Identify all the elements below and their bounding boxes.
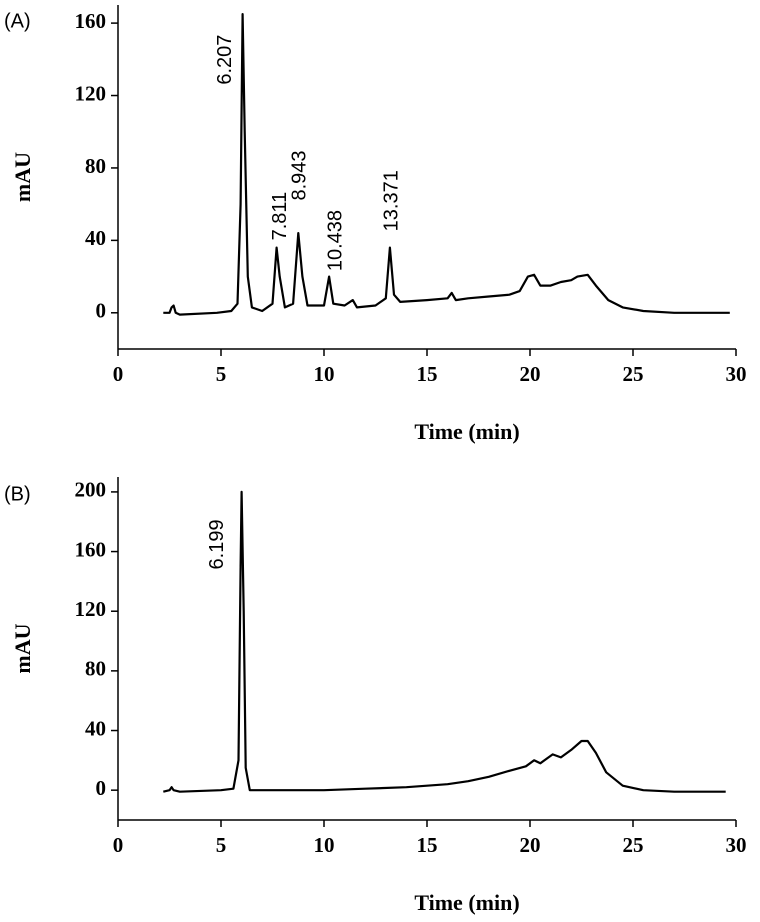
y-tick-label: 120 xyxy=(75,597,107,621)
y-tick-label: 80 xyxy=(85,154,106,178)
panel-label: (B) xyxy=(4,483,31,505)
x-axis-title: Time (min) xyxy=(414,419,519,444)
x-tick-label: 15 xyxy=(417,362,438,386)
peak-label: 8.943 xyxy=(289,150,311,200)
x-tick-label: 30 xyxy=(726,833,747,857)
x-tick-label: 15 xyxy=(417,833,438,857)
peak-label: 13.371 xyxy=(380,170,402,231)
x-tick-label: 0 xyxy=(113,362,124,386)
y-axis-title: mAU xyxy=(10,623,35,673)
chromatogram-line xyxy=(163,13,730,316)
peak-label: 10.438 xyxy=(325,210,347,271)
panel-label: (A) xyxy=(4,10,31,32)
y-tick-label: 40 xyxy=(85,716,106,740)
y-tick-label: 160 xyxy=(75,537,107,561)
y-tick-label: 160 xyxy=(75,9,107,33)
peak-label: 6.199 xyxy=(206,519,228,569)
y-tick-label: 80 xyxy=(85,657,106,681)
x-tick-label: 5 xyxy=(216,362,227,386)
x-tick-label: 10 xyxy=(314,362,335,386)
x-tick-label: 20 xyxy=(520,362,541,386)
y-tick-label: 40 xyxy=(85,226,106,250)
peak-label: 7.811 xyxy=(269,192,291,241)
x-tick-label: 0 xyxy=(113,833,124,857)
x-axis-title: Time (min) xyxy=(414,890,519,915)
y-tick-label: 120 xyxy=(75,81,107,105)
x-tick-label: 25 xyxy=(623,362,644,386)
y-tick-label: 200 xyxy=(75,478,107,502)
chromatogram-line xyxy=(163,490,726,793)
y-tick-label: 0 xyxy=(96,776,107,800)
y-tick-label: 0 xyxy=(96,299,107,323)
peak-label: 6.207 xyxy=(214,35,236,85)
x-tick-label: 30 xyxy=(726,362,747,386)
y-axis-title: mAU xyxy=(10,152,35,202)
x-tick-label: 5 xyxy=(216,833,227,857)
x-tick-label: 20 xyxy=(520,833,541,857)
x-tick-label: 10 xyxy=(314,833,335,857)
x-tick-label: 25 xyxy=(623,833,644,857)
